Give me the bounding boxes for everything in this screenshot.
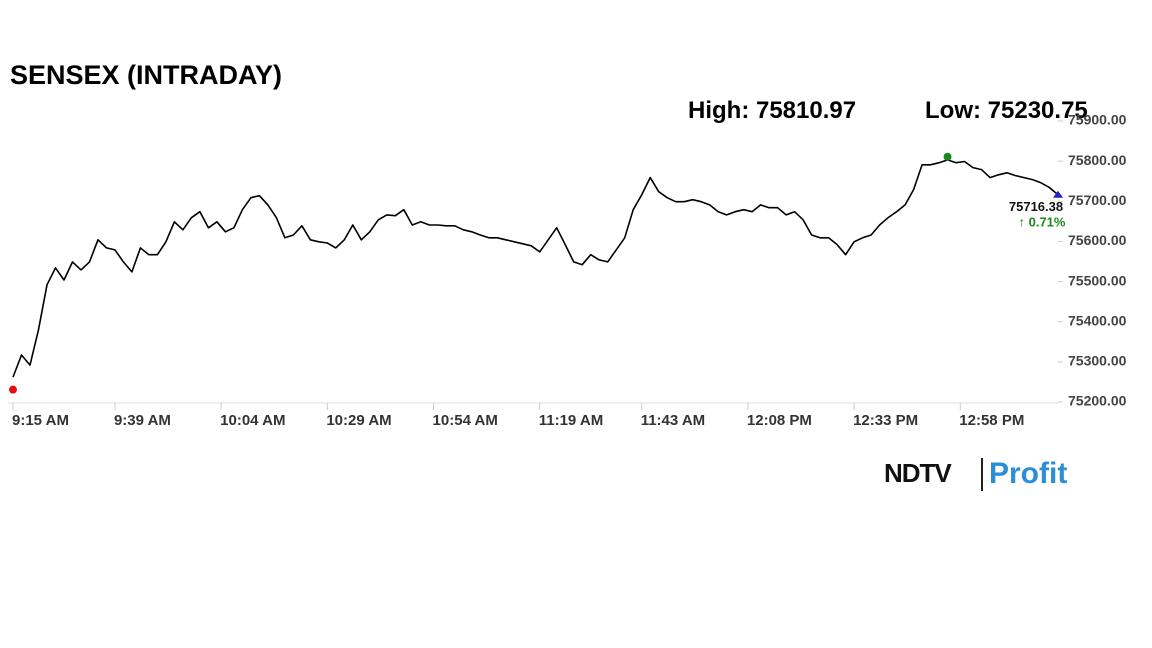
x-tick-label: 9:39 AM [114, 412, 171, 429]
x-tick-label: 10:04 AM [220, 412, 285, 429]
y-tick-label: 75900.00 [1068, 112, 1127, 128]
low-value: 75230.75 [988, 97, 1088, 124]
y-tick-label: 75700.00 [1068, 192, 1127, 208]
change-label: ↑ 0.71% [1019, 214, 1066, 229]
logo-brand: NDTV [884, 458, 952, 488]
low-label: Low: [925, 97, 981, 124]
x-tick-label: 12:33 PM [853, 412, 918, 429]
logo-product: Profit [989, 457, 1067, 490]
x-tick-label: 12:08 PM [747, 412, 812, 429]
last-marker [1053, 190, 1063, 198]
x-tick-label: 10:54 AM [433, 412, 498, 429]
y-tick-label: 75300.00 [1068, 353, 1127, 369]
y-tick-label: 75400.00 [1068, 312, 1127, 328]
x-tick-label: 11:43 AM [641, 412, 705, 429]
chart-title: SENSEX (INTRADAY) [10, 60, 282, 90]
high-marker [943, 152, 952, 161]
price-line [12, 159, 1059, 378]
y-tick-label: 75600.00 [1068, 232, 1127, 248]
x-tick-label: 12:58 PM [959, 412, 1024, 429]
low-annotation: Low: 75230.75 [925, 97, 1088, 124]
high-label: High: [688, 97, 749, 124]
last-value-label: 75716.38 [1009, 199, 1063, 214]
x-tick-label: 10:29 AM [326, 412, 391, 429]
high-annotation: High: 75810.97 [688, 97, 856, 124]
y-tick-label: 75200.00 [1068, 393, 1127, 409]
x-tick-label: 11:19 AM [539, 412, 603, 429]
y-tick-label: 75800.00 [1068, 152, 1127, 168]
y-tick-label: 75500.00 [1068, 272, 1127, 288]
low-marker [9, 385, 17, 394]
high-value: 75810.97 [756, 97, 856, 124]
logo: NDTV Profit [884, 457, 1067, 491]
x-tick-label: 9:15 AM [12, 412, 69, 429]
